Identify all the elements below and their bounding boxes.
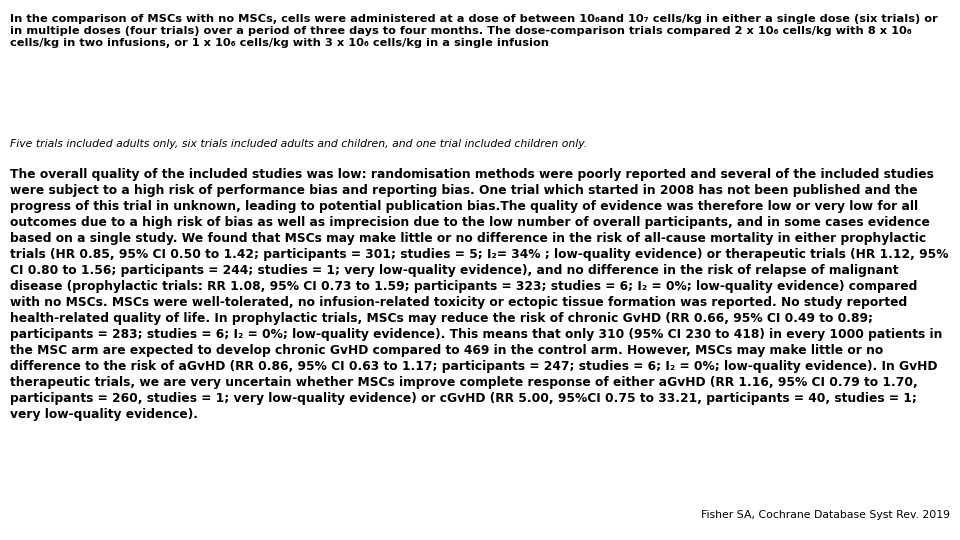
Text: Five trials included adults only, six trials included adults and children, and o: Five trials included adults only, six tr…: [10, 139, 587, 150]
Text: The overall quality of the included studies was low: randomisation methods were : The overall quality of the included stud…: [10, 168, 948, 422]
Text: In the comparison of MSCs with no MSCs, cells were administered at a dose of bet: In the comparison of MSCs with no MSCs, …: [10, 14, 937, 48]
Text: Fisher SA, Cochrane Database Syst Rev. 2019: Fisher SA, Cochrane Database Syst Rev. 2…: [702, 510, 950, 521]
